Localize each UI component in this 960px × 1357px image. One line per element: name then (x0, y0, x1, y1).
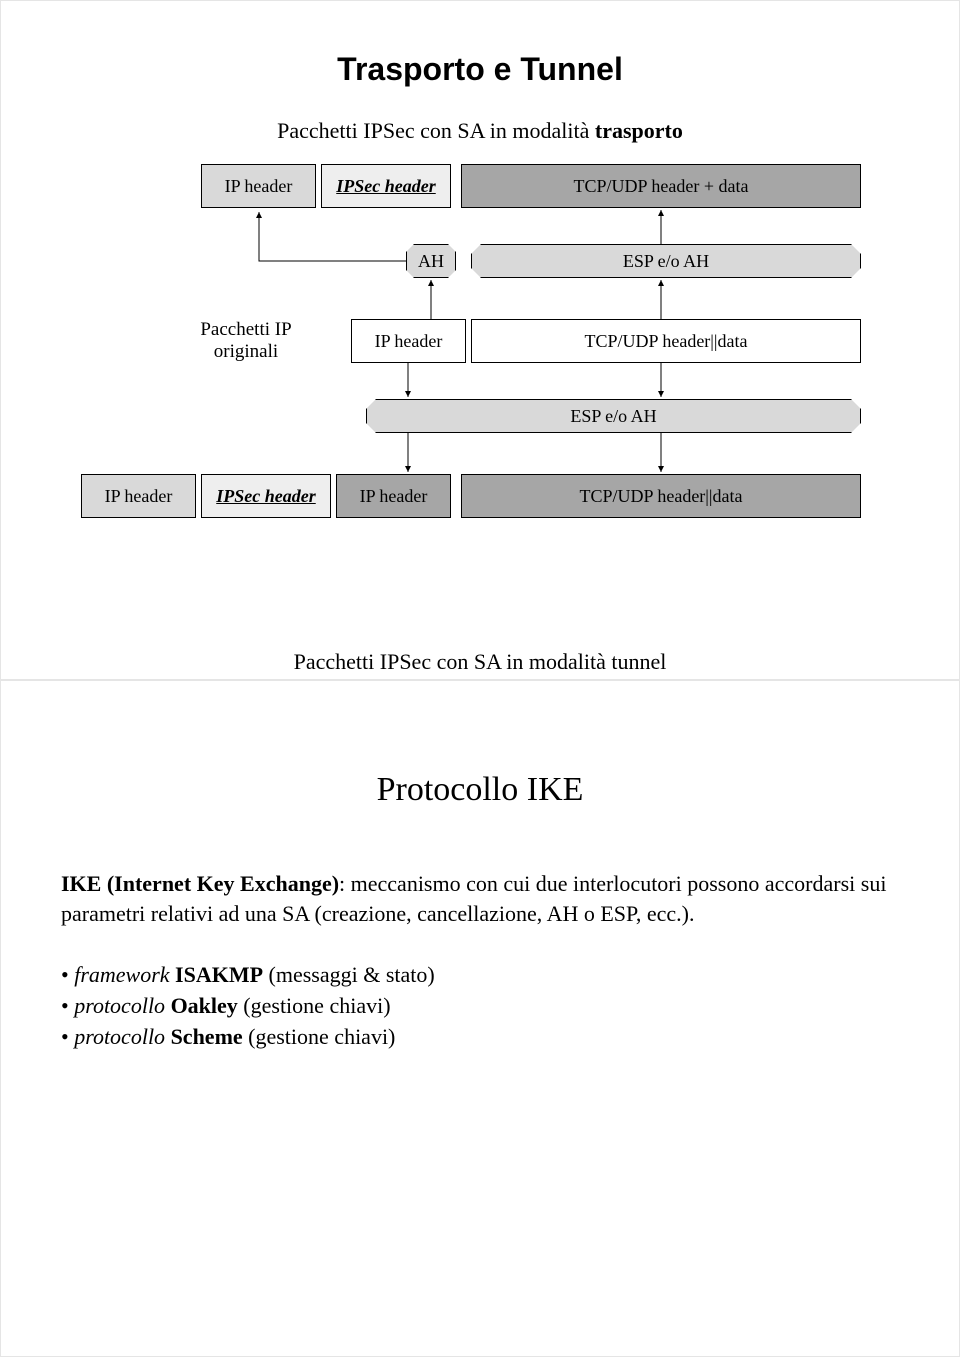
octagon-ah: AH (406, 244, 456, 278)
b3-it: protocollo (74, 1024, 165, 1049)
orig-line1: Pacchetti IP (200, 319, 291, 340)
ipsec-header-label-1: IPSec header (336, 176, 435, 197)
b3-bold: Scheme (171, 1024, 243, 1049)
subtitle-bold: trasporto (595, 118, 683, 143)
slide1-title: Trasporto e Tunnel (41, 51, 919, 88)
box-ip-header-1: IP header (201, 164, 316, 208)
bullet-3: • protocollo Scheme (gestione chiavi) (61, 1022, 899, 1053)
box-tcp-udp-3: TCP/UDP header||data (461, 474, 861, 518)
slide1-subtitle: Pacchetti IPSec con SA in modalità trasp… (41, 118, 919, 144)
slide2-paragraph: IKE (Internet Key Exchange): meccanismo … (41, 869, 919, 928)
bullet-1: • framework ISAKMP (messaggi & stato) (61, 960, 899, 991)
box-ipsec-header-4: IPSec header (201, 474, 331, 518)
caption-bold: tunnel (611, 649, 666, 674)
b1-bold: ISAKMP (175, 962, 263, 987)
slide-trasporto-tunnel: Trasporto e Tunnel Pacchetti IPSec con S… (0, 0, 960, 680)
ipsec-header-label-2: IPSec header (216, 486, 315, 507)
octagon-esp-ah-2: ESP e/o AH (366, 399, 861, 433)
diagram-container: IP header IPSec header TCP/UDP header + … (41, 164, 919, 644)
slide1-bottom-caption: Pacchetti IPSec con SA in modalità tunne… (41, 649, 919, 675)
orig-line2: originali (214, 341, 278, 362)
box-ipsec-header-1: IPSec header (321, 164, 451, 208)
slide2-title: Protocollo IKE (41, 771, 919, 809)
para-bold: IKE (Internet Key Exchange) (61, 871, 339, 896)
slide2-bullets: • framework ISAKMP (messaggi & stato) • … (41, 960, 919, 1052)
subtitle-prefix: Pacchetti IPSec con SA in modalità (277, 118, 595, 143)
b2-rest: (gestione chiavi) (238, 993, 391, 1018)
b3-rest: (gestione chiavi) (243, 1024, 396, 1049)
box-ip-header-2: IP header (351, 319, 466, 363)
box-tcp-udp-1: TCP/UDP header + data (461, 164, 861, 208)
caption-prefix: Pacchetti IPSec con SA in modalità (294, 649, 612, 674)
box-tcp-udp-2: TCP/UDP header||data (471, 319, 861, 363)
b1-rest: (messaggi & stato) (263, 962, 435, 987)
b2-bold: Oakley (171, 993, 238, 1018)
bullet-2: • protocollo Oakley (gestione chiavi) (61, 991, 899, 1022)
b2-it: protocollo (74, 993, 165, 1018)
octagon-esp-ah-1: ESP e/o AH (471, 244, 861, 278)
box-ip-header-5: IP header (336, 474, 451, 518)
slide-protocollo-ike: Protocollo IKE IKE (Internet Key Exchang… (0, 680, 960, 1357)
label-pacchetti-originali: Pacchetti IP originali (161, 319, 331, 363)
box-ip-header-3: IP header (81, 474, 196, 518)
b1-it: framework (74, 962, 169, 987)
